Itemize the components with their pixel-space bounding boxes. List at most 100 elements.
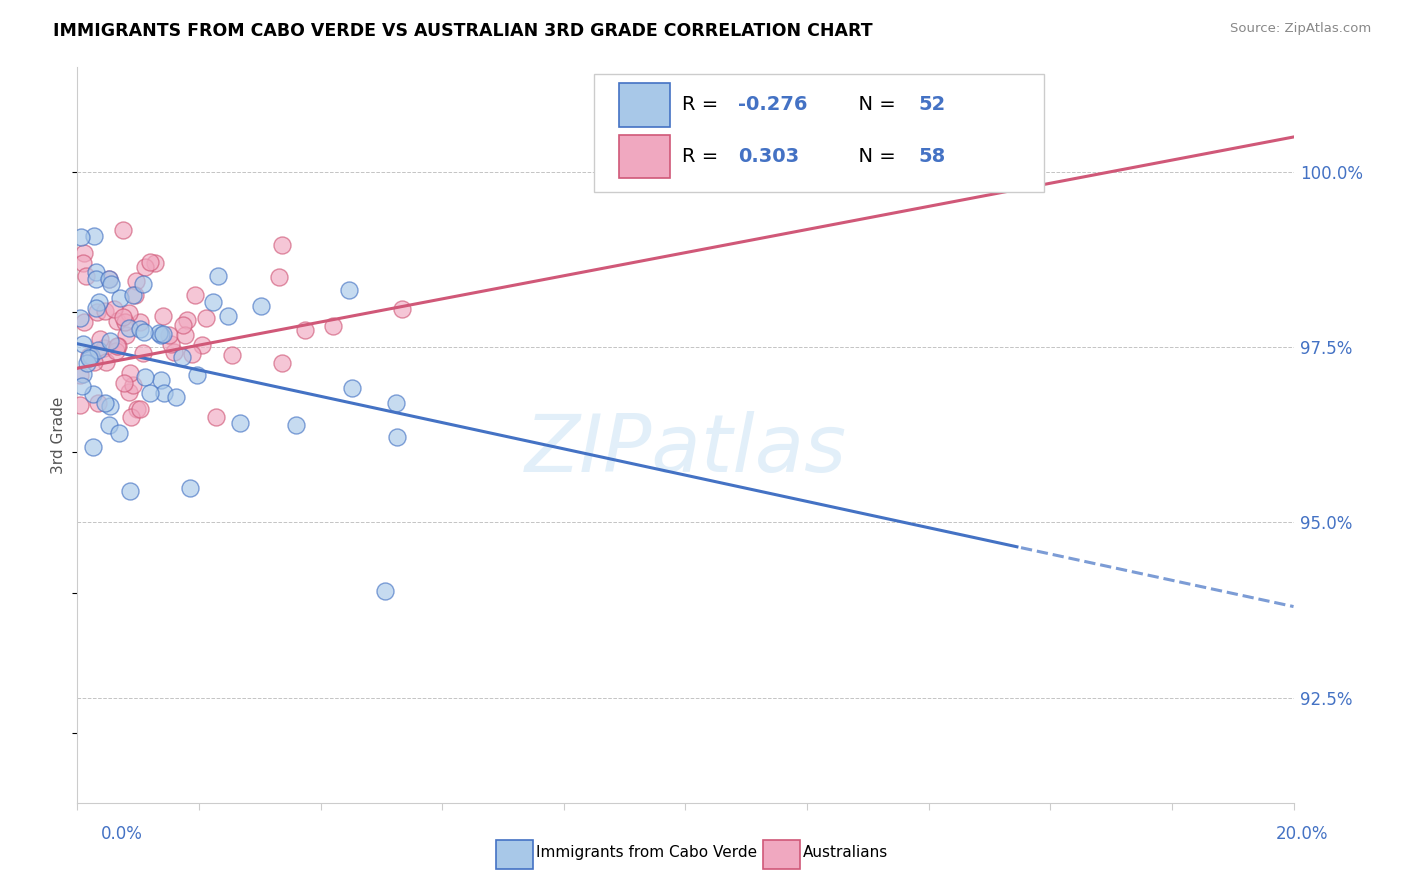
Point (160, 336, 183, 351)
Point (108, 291, 131, 305)
Point (93, 341, 115, 355)
Point (202, 295, 225, 310)
Point (93, 396, 115, 410)
Point (76, 356, 98, 370)
Point (205, 410, 228, 425)
Point (152, 309, 174, 323)
Point (145, 256, 167, 270)
Point (385, 396, 408, 410)
FancyBboxPatch shape (619, 135, 669, 178)
Point (152, 385, 174, 400)
Point (181, 347, 204, 361)
Point (172, 318, 194, 332)
Point (207, 268, 229, 283)
Point (111, 223, 134, 237)
Text: Australians: Australians (803, 846, 889, 860)
Point (86, 305, 108, 319)
Point (122, 288, 145, 302)
Point (83, 229, 105, 244)
Text: 0.303: 0.303 (738, 147, 799, 166)
Point (118, 321, 141, 335)
Point (129, 315, 152, 329)
Point (100, 277, 122, 291)
Text: Immigrants from Cabo Verde: Immigrants from Cabo Verde (536, 846, 756, 860)
Point (103, 301, 125, 316)
Point (73, 245, 96, 260)
Point (134, 369, 156, 384)
Point (174, 328, 197, 343)
Text: 52: 52 (920, 95, 946, 114)
Y-axis label: 3rd Grade: 3rd Grade (51, 396, 66, 474)
Point (184, 288, 207, 302)
Point (114, 315, 136, 329)
Text: N =: N = (846, 95, 903, 114)
Point (322, 318, 344, 333)
Point (105, 314, 128, 328)
Point (108, 426, 131, 441)
Point (79, 349, 101, 363)
Point (100, 334, 122, 349)
Text: 0.0%: 0.0% (101, 825, 143, 843)
Point (148, 326, 170, 340)
Point (111, 310, 134, 324)
Point (191, 337, 214, 351)
Point (86, 343, 108, 357)
Point (96, 355, 118, 369)
Point (82, 440, 104, 454)
Point (374, 584, 396, 599)
Point (94, 303, 117, 318)
Text: N =: N = (846, 147, 903, 166)
Point (72, 367, 94, 381)
Point (165, 390, 187, 404)
Point (83, 354, 105, 368)
Point (100, 399, 122, 413)
Point (163, 345, 186, 359)
Text: 58: 58 (920, 147, 946, 166)
Point (134, 260, 156, 275)
Point (98, 272, 121, 286)
Point (132, 346, 155, 360)
Point (340, 381, 363, 395)
Point (69, 230, 91, 244)
Point (120, 410, 142, 425)
Point (229, 417, 252, 431)
Point (121, 378, 143, 392)
Point (138, 386, 160, 401)
FancyBboxPatch shape (595, 74, 1045, 192)
Point (138, 255, 160, 269)
Point (118, 306, 141, 320)
Point (176, 312, 198, 326)
Point (129, 402, 152, 417)
Text: IMMIGRANTS FROM CABO VERDE VS AUSTRALIAN 3RD GRADE CORRELATION CHART: IMMIGRANTS FROM CABO VERDE VS AUSTRALIAN… (53, 22, 873, 40)
Text: Source: ZipAtlas.com: Source: ZipAtlas.com (1230, 22, 1371, 36)
Point (75, 269, 97, 284)
Point (217, 309, 239, 323)
Point (69, 398, 91, 412)
Text: R =: R = (682, 147, 724, 166)
Point (105, 344, 128, 359)
Text: -0.276: -0.276 (738, 95, 807, 114)
Point (87, 295, 110, 310)
Point (195, 310, 218, 325)
Point (391, 301, 413, 316)
Point (97, 417, 120, 432)
Point (107, 339, 129, 353)
Point (84, 301, 107, 316)
Point (132, 277, 155, 292)
Point (186, 368, 208, 382)
Point (152, 326, 174, 341)
Point (70, 379, 93, 393)
Point (150, 327, 173, 342)
Point (82, 387, 104, 401)
Point (157, 328, 180, 343)
Point (112, 376, 135, 391)
Text: 20.0%: 20.0% (1277, 825, 1329, 843)
Point (337, 283, 360, 297)
Point (118, 366, 141, 380)
Point (77, 351, 100, 366)
Point (149, 373, 172, 387)
Point (117, 384, 139, 399)
Point (385, 430, 408, 444)
Point (72, 256, 94, 270)
Point (97, 271, 120, 285)
